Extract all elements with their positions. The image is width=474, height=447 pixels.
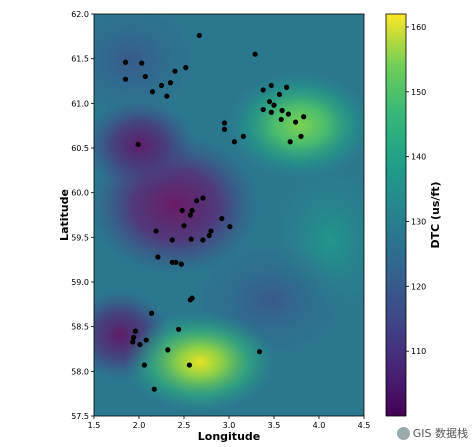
- data-point: [132, 328, 138, 334]
- data-point: [139, 60, 145, 66]
- x-tick-label: 2.5: [178, 421, 191, 430]
- y-tick-label: 58.5: [71, 323, 89, 332]
- colorbar-tick-label: 130: [411, 217, 426, 226]
- x-tick-label: 3.5: [268, 421, 281, 430]
- data-point: [200, 237, 206, 243]
- y-tick-label: 58.0: [71, 367, 89, 376]
- colorbar-tick-label: 150: [411, 88, 426, 97]
- data-point: [206, 232, 212, 239]
- well-points: [122, 32, 307, 392]
- data-point: [122, 76, 129, 82]
- data-point: [149, 89, 156, 95]
- colorbar-tick-label: 160: [411, 23, 426, 32]
- data-point: [260, 87, 266, 93]
- y-axis-title: Latitude: [58, 189, 71, 241]
- data-point: [279, 107, 285, 114]
- colorbar-tick-label: 120: [411, 282, 426, 291]
- data-point: [169, 237, 175, 243]
- data-point: [252, 51, 258, 57]
- y-tick-label: 59.5: [71, 233, 89, 242]
- x-tick-label: 2.0: [133, 421, 146, 430]
- watermark-text: GIS 数据栈: [412, 427, 468, 440]
- data-point: [276, 91, 282, 97]
- data-point: [278, 116, 284, 123]
- y-tick-label: 61.5: [71, 55, 89, 64]
- data-point: [173, 259, 179, 265]
- data-point: [178, 261, 184, 267]
- data-point: [122, 59, 129, 65]
- data-point: [186, 362, 192, 368]
- data-point: [165, 347, 171, 353]
- data-point: [181, 223, 187, 229]
- x-tick-label: 4.5: [358, 421, 371, 430]
- data-point: [137, 341, 143, 348]
- data-point: [151, 386, 157, 392]
- data-point: [155, 254, 161, 260]
- x-axis-title: Longitude: [198, 430, 260, 443]
- data-point: [169, 259, 175, 265]
- data-point: [285, 111, 291, 117]
- data-point: [194, 198, 200, 204]
- data-point: [187, 212, 193, 218]
- data-point: [231, 139, 237, 145]
- x-axis-ticks: 1.5 2.0 2.5 3.0 3.5 4.0 4.5: [88, 416, 371, 430]
- data-point: [260, 106, 266, 113]
- data-point: [219, 215, 225, 222]
- data-point: [176, 326, 182, 332]
- y-tick-label: 62.0: [71, 10, 89, 19]
- data-point: [189, 207, 195, 214]
- data-point: [167, 80, 174, 86]
- data-point: [135, 141, 141, 148]
- data-point: [196, 32, 202, 39]
- y-tick-label: 59.0: [71, 278, 89, 287]
- data-point: [240, 133, 246, 139]
- data-point: [271, 102, 277, 108]
- y-tick-label: 57.5: [71, 412, 89, 421]
- data-point: [188, 236, 194, 242]
- x-tick-label: 4.0: [313, 421, 326, 430]
- data-point: [257, 349, 263, 355]
- data-point: [221, 120, 228, 126]
- data-point: [131, 334, 137, 340]
- data-point: [221, 126, 228, 132]
- data-point: [143, 337, 149, 343]
- data-point: [284, 84, 290, 90]
- y-tick-label: 60.5: [71, 144, 89, 153]
- data-point: [266, 98, 273, 105]
- colorbar-tick-label: 140: [411, 153, 426, 162]
- x-tick-label: 3.0: [223, 421, 236, 430]
- data-point: [142, 73, 148, 80]
- colorbar-tick-label: 110: [411, 347, 426, 356]
- y-tick-label: 61.0: [71, 99, 89, 108]
- data-point: [298, 133, 304, 139]
- data-point: [172, 68, 178, 74]
- y-axis-ticks: 57.5 58.0 58.5 59.0 59.5 60.0 60.5 61.0 61.5 62.0: [71, 10, 94, 421]
- x-tick-label: 1.5: [88, 421, 101, 430]
- y-tick-label: 60.0: [71, 189, 89, 198]
- data-point: [227, 224, 233, 230]
- data-point: [149, 310, 155, 316]
- wechat-icon: [396, 426, 410, 440]
- data-point: [130, 339, 136, 345]
- colorbar: [385, 13, 407, 417]
- data-point: [141, 362, 147, 368]
- data-point: [268, 82, 274, 89]
- watermark: GIS 数据栈: [396, 425, 468, 441]
- data-point: [268, 109, 274, 115]
- data-point: [179, 207, 185, 214]
- colorbar-title: DTC (us/ft): [429, 181, 442, 248]
- data-point: [293, 119, 299, 125]
- data-point: [301, 114, 307, 120]
- data-point: [153, 228, 159, 234]
- data-point: [287, 139, 293, 145]
- data-point: [183, 65, 189, 71]
- data-point: [208, 228, 214, 234]
- data-point: [158, 82, 165, 89]
- data-point: [164, 93, 170, 99]
- data-point: [200, 195, 206, 201]
- colorbar-ticks: 110 120 130 140 150 160: [406, 23, 426, 356]
- data-point: [187, 297, 193, 303]
- dtc-surface: [94, 14, 364, 416]
